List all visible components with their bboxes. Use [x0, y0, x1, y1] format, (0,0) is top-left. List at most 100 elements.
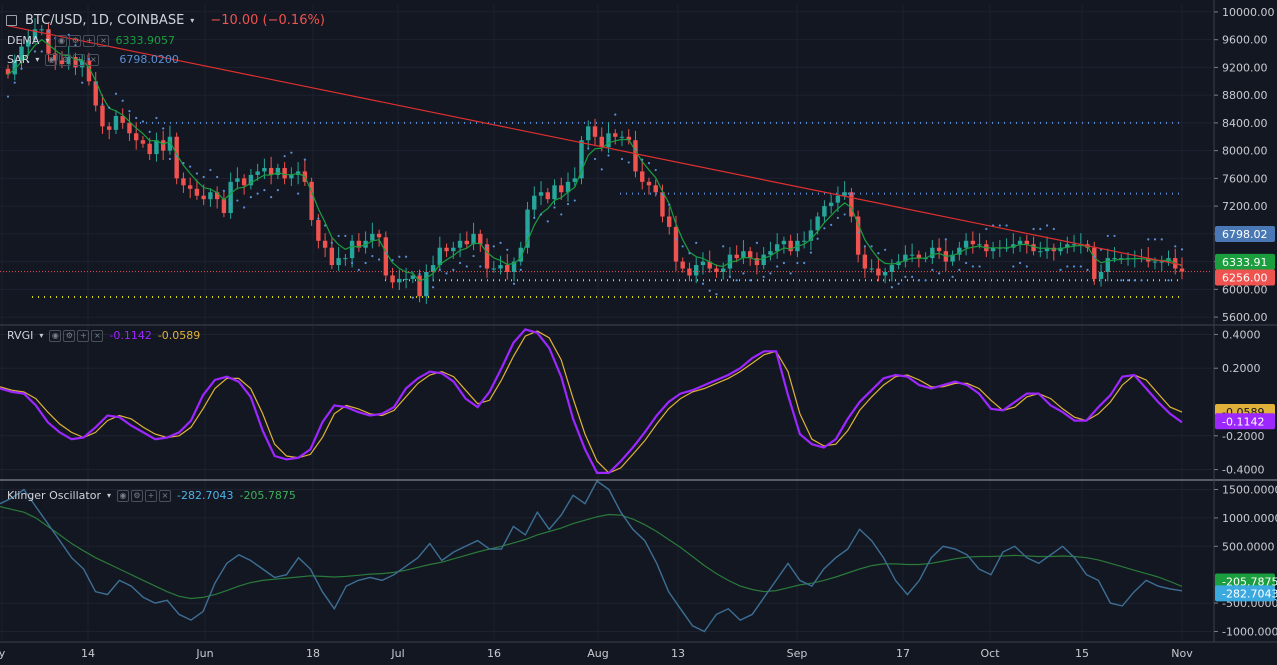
- klinger-signal-value: -205.7875: [239, 489, 296, 502]
- price-pane: [0, 18, 1212, 304]
- sar-dot: [776, 265, 779, 268]
- sar-dot: [1120, 279, 1123, 282]
- candle: [1044, 247, 1050, 252]
- chevron-down-icon[interactable]: ▾: [39, 331, 44, 340]
- add-icon[interactable]: +: [83, 34, 96, 47]
- candle: [100, 105, 105, 127]
- close-icon[interactable]: ×: [97, 34, 110, 47]
- candle: [498, 265, 503, 269]
- settings-icon[interactable]: ⚙: [69, 34, 82, 47]
- sar-dot: [371, 254, 374, 258]
- indicator-controls[interactable]: ◉ ⚙ + ×: [45, 53, 100, 66]
- candle: [876, 268, 881, 276]
- sar-dot: [1133, 279, 1136, 282]
- candle: [457, 240, 463, 248]
- dema-legend: DEMA ▾ ◉ ⚙ + × 6333.9057: [7, 34, 175, 47]
- sar-dot: [222, 189, 226, 192]
- sar-dot: [546, 220, 549, 223]
- settings-icon[interactable]: ⚙: [131, 489, 143, 502]
- sar-dot: [1147, 238, 1150, 241]
- chevron-down-icon[interactable]: ▾: [45, 36, 50, 45]
- eye-icon[interactable]: ◉: [45, 53, 58, 66]
- sar-dot: [47, 30, 50, 33]
- sar-dot: [931, 268, 934, 272]
- candle: [160, 140, 166, 151]
- candle: [862, 254, 868, 269]
- sar-dot: [870, 245, 873, 248]
- price-tag-label: 6333.91: [1222, 256, 1268, 269]
- chevron-down-icon[interactable]: ▾: [35, 55, 40, 64]
- sar-dot: [182, 162, 185, 165]
- add-icon[interactable]: +: [145, 489, 157, 502]
- sar-dot: [985, 227, 988, 231]
- eye-icon[interactable]: ◉: [117, 489, 129, 502]
- add-icon[interactable]: +: [77, 329, 90, 342]
- sar-dot: [769, 272, 772, 275]
- sar-dot: [1153, 238, 1157, 241]
- symbol-title[interactable]: BTC/USD, 1D, COINBASE: [25, 13, 185, 28]
- sar-dot: [634, 148, 637, 151]
- dema-label[interactable]: DEMA: [7, 34, 40, 47]
- candle: [1024, 240, 1030, 245]
- sar-dot: [33, 50, 37, 53]
- close-icon[interactable]: ×: [159, 489, 171, 502]
- y-tick-label: 0.4000: [1222, 328, 1261, 341]
- settings-icon[interactable]: ⚙: [63, 329, 76, 342]
- sar-dot: [836, 216, 839, 219]
- candle: [889, 265, 895, 272]
- eye-icon[interactable]: ◉: [49, 329, 62, 342]
- candle: [241, 178, 247, 186]
- sar-dot: [884, 248, 887, 251]
- sar-dot: [377, 258, 381, 261]
- candle: [59, 60, 65, 64]
- sar-label[interactable]: SAR: [7, 53, 30, 66]
- klinger-label[interactable]: Klinger Oscillator: [7, 489, 101, 502]
- chevron-down-icon[interactable]: ▾: [190, 16, 195, 25]
- candle: [687, 268, 692, 276]
- close-icon[interactable]: ×: [87, 53, 100, 66]
- collapse-icon[interactable]: [6, 15, 17, 26]
- candle: [640, 171, 645, 182]
- candle: [147, 143, 152, 155]
- rvgi-label[interactable]: RVGI: [7, 329, 34, 342]
- price-tag: [1215, 253, 1275, 270]
- eye-icon[interactable]: ◉: [55, 34, 68, 47]
- sar-dot: [425, 293, 428, 296]
- x-tick-label: Jun: [195, 647, 213, 660]
- y-tick-label: 0.2000: [1222, 362, 1261, 375]
- sar-dot: [1005, 224, 1008, 227]
- sar-dot: [108, 106, 111, 109]
- sar-dot: [971, 265, 974, 268]
- chevron-down-icon[interactable]: ▾: [106, 491, 111, 500]
- sar-dot: [580, 161, 583, 164]
- candle: [855, 216, 861, 255]
- candle: [667, 216, 672, 227]
- y-tick-label: 8800.00: [1222, 89, 1268, 102]
- indicator-controls[interactable]: ◉ ⚙ + ×: [117, 489, 171, 502]
- sar-dot: [620, 157, 624, 161]
- candle: [660, 192, 665, 217]
- candle: [930, 247, 935, 259]
- sar-dot: [1059, 268, 1062, 272]
- candle: [451, 247, 456, 252]
- candle: [633, 140, 638, 172]
- trendline: [7, 25, 1183, 266]
- add-icon[interactable]: +: [73, 53, 86, 66]
- price-tag-label: -205.7875: [1222, 576, 1277, 589]
- settings-icon[interactable]: ⚙: [59, 53, 72, 66]
- sar-dot: [452, 268, 455, 272]
- candle: [248, 174, 254, 186]
- indicator-controls[interactable]: ◉ ⚙ + ×: [55, 34, 110, 47]
- sar-dot: [1113, 234, 1116, 238]
- indicator-controls[interactable]: ◉ ⚙ + ×: [49, 329, 104, 342]
- candle: [32, 29, 38, 40]
- sar-value: 6798.0200: [119, 53, 179, 66]
- close-icon[interactable]: ×: [91, 329, 104, 342]
- sar-dot: [890, 286, 893, 289]
- candle: [788, 240, 793, 252]
- candle: [322, 240, 328, 248]
- candle: [444, 247, 449, 252]
- sar-dot: [695, 241, 698, 244]
- candle: [869, 268, 874, 270]
